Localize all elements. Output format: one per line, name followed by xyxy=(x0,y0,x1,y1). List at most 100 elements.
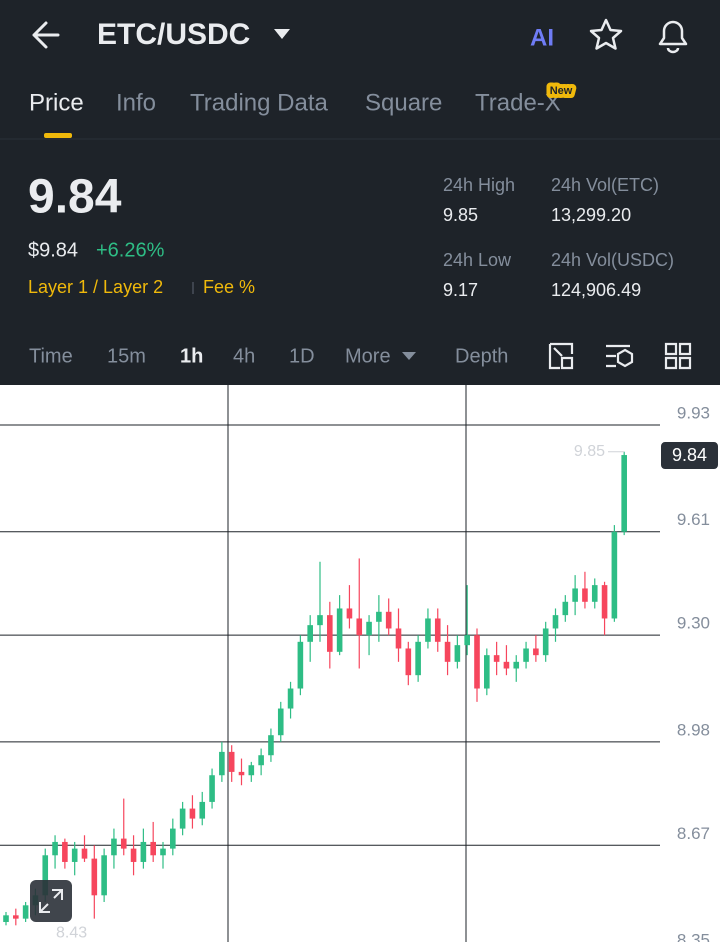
candle-body xyxy=(258,755,264,766)
candle-body xyxy=(523,648,529,662)
last-price-tag xyxy=(661,442,718,470)
y-tick-label: 9.61 xyxy=(677,510,710,529)
candle-body xyxy=(277,708,284,736)
candle-body xyxy=(601,585,608,619)
candle-body xyxy=(474,635,480,689)
candle-body xyxy=(513,661,520,669)
tag[interactable]: Fee % xyxy=(203,277,255,297)
stat-label: 24h Vol(USDC) xyxy=(551,250,674,270)
timeframe[interactable]: More xyxy=(345,345,391,367)
chart-tools xyxy=(548,342,692,370)
tool-button[interactable] xyxy=(548,342,574,370)
last-price: 9.84 xyxy=(28,171,122,224)
candle-body xyxy=(611,531,618,619)
candle-body xyxy=(160,848,166,856)
more-dropdown[interactable] xyxy=(402,352,416,360)
stat-label: 24h Low xyxy=(443,250,512,270)
candle-body xyxy=(62,841,68,862)
timeframe[interactable]: 1h xyxy=(180,345,203,367)
stat-value: 124,906.49 xyxy=(551,280,641,300)
candle-body xyxy=(228,751,235,772)
candle-body xyxy=(150,841,156,856)
candle-body xyxy=(111,838,117,856)
fullscreen-button[interactable] xyxy=(30,880,72,922)
header-background xyxy=(0,0,720,385)
candle-body xyxy=(621,455,627,532)
high-marker-label: 9.85 xyxy=(574,443,605,460)
candle-body xyxy=(484,655,490,689)
active-tab-indicator xyxy=(44,133,72,138)
back-button[interactable] xyxy=(32,21,60,49)
timeframe-bar: Time 15m 1h 4h 1D More Depth xyxy=(29,345,508,367)
ai-button[interactable]: AI xyxy=(530,24,554,51)
candle-body xyxy=(336,608,343,652)
candle-body xyxy=(22,905,29,919)
price-change: +6.26% xyxy=(96,239,165,261)
last-price-label: 9.84 xyxy=(672,445,707,465)
candle-body xyxy=(13,915,19,919)
notification-button[interactable] xyxy=(658,20,688,54)
tool-button[interactable] xyxy=(664,342,692,370)
tab[interactable]: Trade-X xyxy=(475,89,561,116)
pair-title[interactable]: ETC/USDC xyxy=(97,18,250,51)
y-tick-label: 8.67 xyxy=(677,824,710,843)
candle-body xyxy=(395,628,402,649)
candle-body xyxy=(199,801,206,819)
candle-body xyxy=(91,858,98,896)
tag[interactable]: Layer 1 / Layer 2 xyxy=(28,277,163,297)
candle-body xyxy=(189,808,196,819)
candle-body xyxy=(3,915,9,922)
candle-body xyxy=(572,588,578,602)
candle-body xyxy=(503,661,510,669)
tab[interactable]: Price xyxy=(29,89,84,116)
stat-value: 9.17 xyxy=(443,280,478,300)
timeframe[interactable]: Depth xyxy=(455,345,508,367)
candle-body xyxy=(130,848,137,862)
candle-body xyxy=(542,628,549,656)
candle-body xyxy=(582,588,588,602)
new-badge: New xyxy=(550,85,573,97)
candle-body xyxy=(444,641,451,662)
stat-label: 24h Vol(ETC) xyxy=(551,175,659,195)
favorite-button[interactable] xyxy=(589,18,623,50)
candle-body xyxy=(268,735,274,756)
stat-value: 9.85 xyxy=(443,205,478,225)
candle-body xyxy=(287,688,294,709)
candle-body xyxy=(346,608,353,619)
timeframe[interactable]: 1D xyxy=(289,345,315,367)
pair-dropdown[interactable] xyxy=(274,29,290,39)
candle-body xyxy=(81,848,88,859)
candle-body xyxy=(385,611,392,629)
candle-body xyxy=(366,621,372,636)
low-marker-label: 8.43 xyxy=(56,925,87,942)
candle-body xyxy=(376,611,382,622)
timeframe[interactable]: Time xyxy=(29,345,73,367)
timeframe[interactable]: 15m xyxy=(107,345,146,367)
candle-body xyxy=(307,625,313,642)
candle-body xyxy=(71,848,78,862)
candle-body xyxy=(327,615,333,652)
candlestick-chart: 9.93 9.61 9.30 8.98 8.67 8.35 9.85 8.43 9.84 xyxy=(0,385,718,942)
tab[interactable]: Trading Data xyxy=(190,89,329,116)
candle-body xyxy=(562,601,569,616)
y-tick-label: 9.93 xyxy=(677,404,710,423)
candle-body xyxy=(317,615,323,626)
tab[interactable]: Square xyxy=(365,89,442,116)
candle-body xyxy=(493,655,500,662)
timeframe[interactable]: 4h xyxy=(233,345,255,367)
candle-body xyxy=(248,765,255,776)
candle-body xyxy=(238,771,245,776)
candle-body xyxy=(209,775,215,802)
stat-value: 13,299.20 xyxy=(551,205,631,225)
candle-body xyxy=(464,635,470,646)
tab[interactable]: Info xyxy=(116,89,156,116)
fiat-price: $9.84 xyxy=(28,239,78,261)
candle-body xyxy=(356,618,363,636)
chart-background xyxy=(0,385,720,942)
candle-body xyxy=(434,618,441,642)
candle-body xyxy=(170,828,176,849)
tool-button[interactable] xyxy=(606,344,634,368)
candle-body xyxy=(297,641,304,689)
candle-body xyxy=(219,751,225,776)
